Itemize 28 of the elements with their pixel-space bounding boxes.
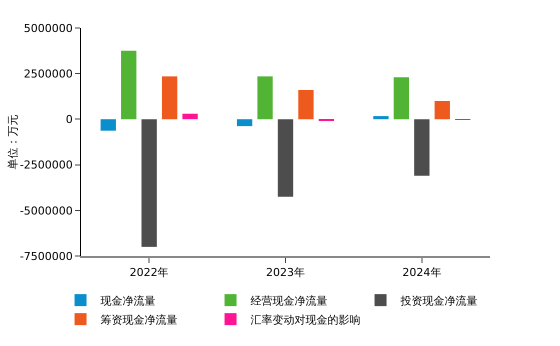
bar <box>121 50 136 120</box>
bar <box>373 116 389 120</box>
bar <box>298 90 314 120</box>
x-tick-label: 2024年 <box>402 266 442 280</box>
bar <box>278 119 294 197</box>
bar <box>182 114 198 120</box>
legend-label: 经营现金净流量 <box>250 294 328 308</box>
legend-label: 筹资现金净流量 <box>100 313 178 326</box>
y-tick-label: -7500000 <box>20 250 73 263</box>
y-tick-label: -2500000 <box>20 158 73 172</box>
bar <box>162 76 178 120</box>
bar <box>394 77 410 120</box>
bar <box>100 119 116 131</box>
legend-label: 现金净流量 <box>100 294 156 308</box>
legend-label: 汇率变动对现金的影响 <box>250 313 361 326</box>
y-tick-label: 0 <box>66 113 73 126</box>
bar <box>236 119 252 126</box>
bar <box>142 119 157 247</box>
legend-label: 投资现金净流量 <box>400 294 478 308</box>
bar <box>257 76 273 120</box>
y-tick-label: 5000000 <box>24 22 73 35</box>
bar <box>434 100 450 120</box>
y-axis-title: 单位：万元 <box>6 114 20 170</box>
x-tick-label: 2022年 <box>130 266 169 280</box>
bar <box>414 119 430 176</box>
y-tick-label: 2500000 <box>24 67 73 80</box>
y-tick-label: -5000000 <box>20 204 73 218</box>
x-tick-label: 2023年 <box>266 266 305 280</box>
